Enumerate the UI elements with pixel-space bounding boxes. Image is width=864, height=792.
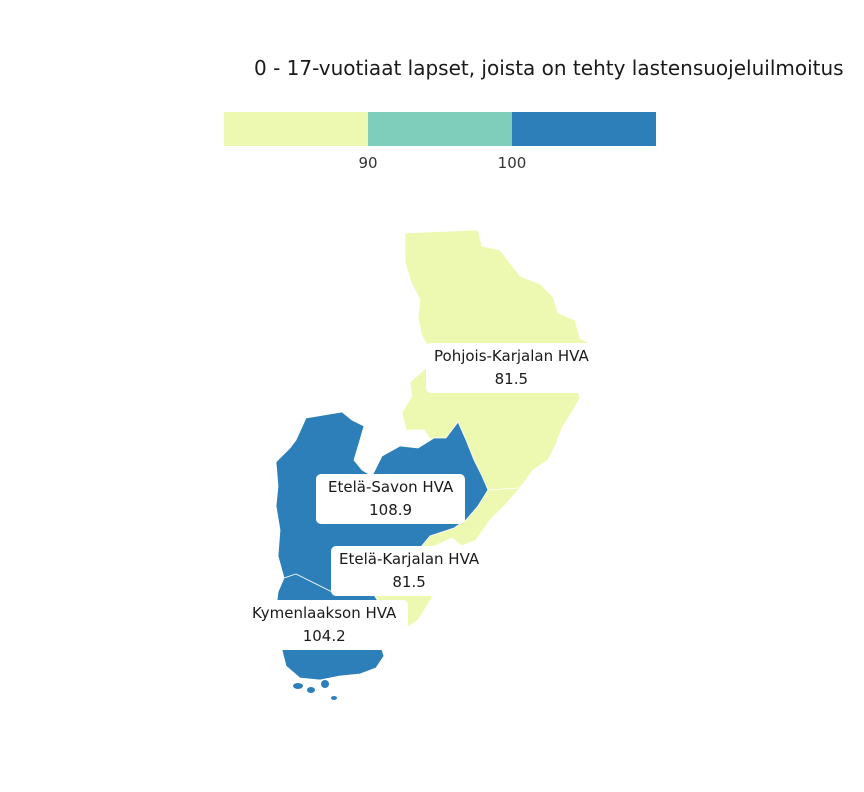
legend-swatch-high xyxy=(512,112,656,146)
legend-break-label: 100 xyxy=(497,154,527,172)
map-title: 0 - 17-vuotiaat lapset, joista on tehty … xyxy=(254,56,844,80)
region-value: 81.5 xyxy=(494,370,529,388)
region-name: Etelä-Savon HVA xyxy=(328,478,454,496)
region-name: Pohjois-Karjalan HVA xyxy=(434,347,589,365)
color-legend xyxy=(224,112,656,146)
region-name: Kymenlaakson HVA xyxy=(252,604,397,622)
region-label-pohjois-karjala: Pohjois-Karjalan HVA 81.5 xyxy=(426,343,597,393)
region-label-etela-savo: Etelä-Savon HVA 108.9 xyxy=(316,474,466,524)
legend-break-label: 90 xyxy=(358,154,378,172)
island-group xyxy=(293,680,337,700)
region-value: 81.5 xyxy=(392,573,426,591)
region-label-kymenlaakso: Kymenlaakson HVA 104.2 xyxy=(240,600,409,650)
legend-swatch-mid xyxy=(368,112,512,146)
region-value: 104.2 xyxy=(302,627,346,645)
region-value: 108.9 xyxy=(369,501,413,519)
legend-swatch-low xyxy=(224,112,368,146)
region-name: Etelä-Karjalan HVA xyxy=(339,550,480,568)
region-label-etela-karjala: Etelä-Karjalan HVA 81.5 xyxy=(331,546,488,596)
